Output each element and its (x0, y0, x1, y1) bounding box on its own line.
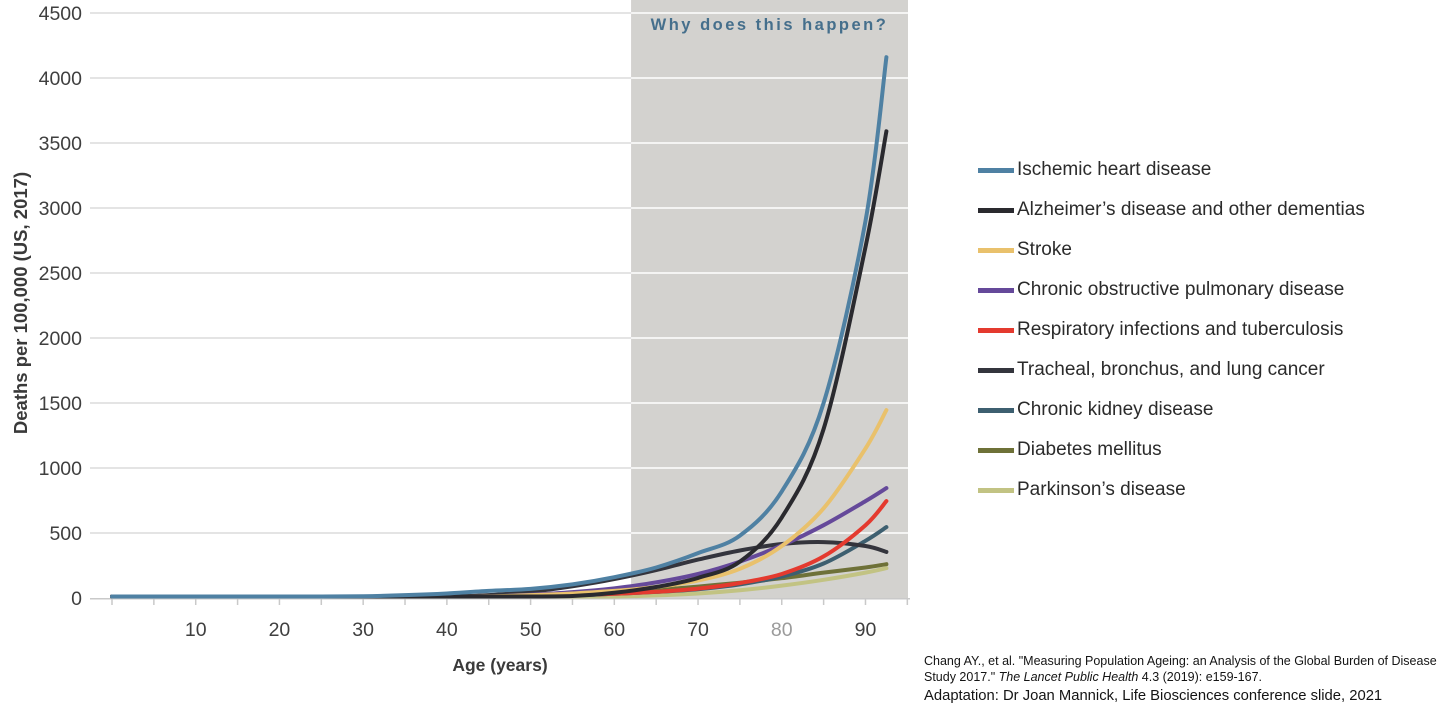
legend-swatch (978, 447, 1014, 453)
y-tick-label: 4500 (39, 3, 83, 25)
x-axis-label: Age (years) (452, 655, 548, 675)
x-tick-label: 10 (185, 619, 207, 641)
legend-swatch (978, 287, 1014, 293)
x-tick-label: 50 (520, 619, 542, 641)
y-tick-label: 1500 (39, 393, 83, 415)
annotation-band-title: Why does this happen? (650, 16, 889, 34)
legend-label: Alzheimer’s disease and other dementias (1017, 199, 1365, 220)
y-tick-label: 2000 (39, 328, 83, 350)
legend-swatch (978, 247, 1014, 253)
citation-adaptation: Adaptation: Dr Joan Mannick, Life Biosci… (924, 688, 1383, 704)
legend-swatch (978, 487, 1014, 493)
x-tick-label: 40 (436, 619, 458, 641)
legend-item: Ischemic heart disease (978, 150, 1365, 190)
x-tick-label: 70 (687, 619, 709, 641)
legend-item: Chronic kidney disease (978, 390, 1365, 430)
citation-reference: Chang AY., et al. "Measuring Population … (924, 654, 1437, 684)
y-tick-label: 2500 (39, 263, 83, 285)
legend: Ischemic heart disease Alzheimer’s disea… (978, 150, 1365, 510)
legend-label: Tracheal, bronchus, and lung cancer (1017, 359, 1325, 380)
x-tick-label: 60 (603, 619, 625, 641)
legend-label: Diabetes mellitus (1017, 439, 1162, 460)
mortality-line-chart: 0 500 1000 1500 2000 2500 3000 3500 4000 4500 10 20… (39, 0, 910, 641)
x-tick-label: 20 (269, 619, 291, 641)
x-tick-label: 90 (855, 619, 877, 641)
legend-swatch (978, 207, 1014, 213)
legend-swatch (978, 327, 1014, 333)
legend-swatch (978, 407, 1014, 413)
legend-label: Chronic kidney disease (1017, 399, 1214, 420)
legend-label: Parkinson’s disease (1017, 479, 1186, 500)
legend-label: Ischemic heart disease (1017, 159, 1212, 180)
x-tick-label: 30 (352, 619, 374, 641)
legend-label: Stroke (1017, 239, 1072, 260)
legend-item: Alzheimer’s disease and other dementias (978, 190, 1365, 230)
shaded-age-band (631, 0, 908, 598)
legend-label: Chronic obstructive pulmonary disease (1017, 279, 1345, 300)
legend-item: Stroke (978, 230, 1365, 270)
legend-item: Tracheal, bronchus, and lung cancer (978, 350, 1365, 390)
legend-item: Parkinson’s disease (978, 470, 1365, 510)
series-line (110, 55, 889, 599)
y-tick-label: 4000 (39, 68, 83, 90)
y-tick-label: 3500 (39, 133, 83, 155)
legend-item: Respiratory infections and tuberculosis (978, 310, 1365, 350)
legend-label: Respiratory infections and tuberculosis (1017, 319, 1344, 340)
y-tick-label: 0 (71, 588, 82, 610)
x-tick-label: 80 (771, 619, 793, 641)
y-tick-label: 500 (49, 523, 82, 545)
y-tick-label: 3000 (39, 198, 83, 220)
legend-item: Chronic obstructive pulmonary disease (978, 270, 1365, 310)
citation: Chang AY., et al. "Measuring Population … (924, 653, 1450, 704)
y-tick-label: 1000 (39, 458, 83, 480)
y-axis-label: Deaths per 100,000 (US, 2017) (10, 171, 31, 435)
legend-item: Diabetes mellitus (978, 430, 1365, 470)
legend-swatch (978, 167, 1014, 173)
legend-swatch (978, 367, 1014, 373)
